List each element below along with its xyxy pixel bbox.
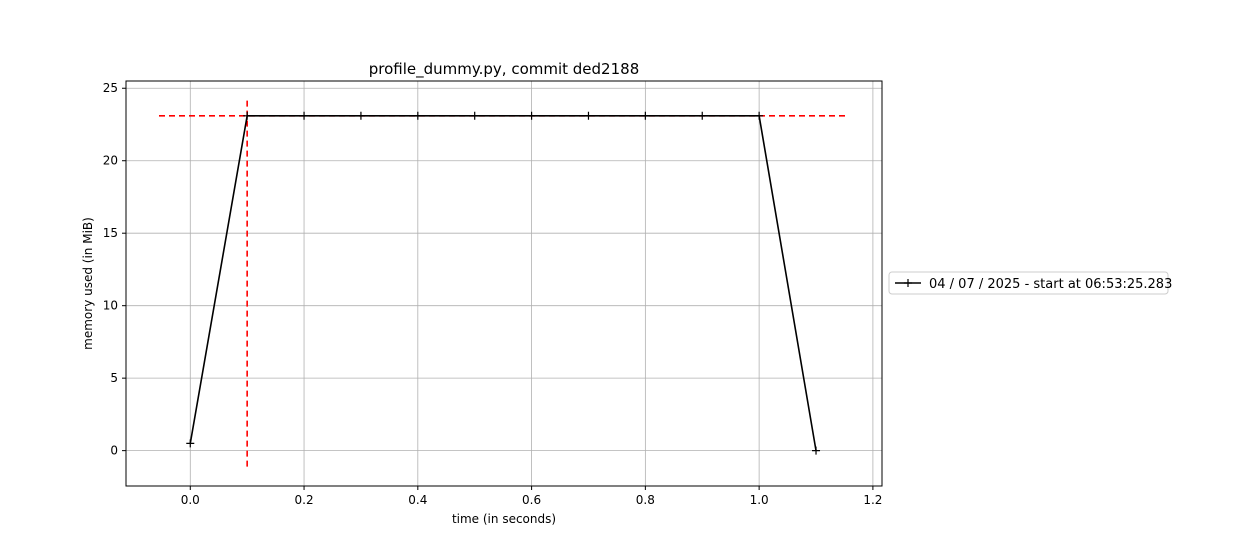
- data-point-marker: [698, 111, 707, 120]
- data-point-marker: [641, 111, 650, 120]
- data-point-marker: [243, 111, 252, 120]
- y-tick-label: 0: [110, 444, 118, 458]
- memory-series-line: [189, 114, 817, 451]
- chart-title: profile_dummy.py, commit ded2188: [369, 60, 639, 79]
- y-tick-label: 15: [103, 226, 118, 240]
- y-tick-label: 10: [103, 299, 118, 313]
- legend-box: [888, 271, 1169, 295]
- x-tick-label: 1.0: [750, 493, 769, 507]
- y-tick-label: 25: [103, 81, 118, 95]
- reference-lines: [158, 98, 848, 467]
- x-axis-label: time (in seconds): [452, 512, 556, 526]
- x-tick-label: 0.8: [636, 493, 655, 507]
- series: [186, 111, 821, 455]
- data-point-marker: [527, 111, 536, 120]
- y-tick-label: 5: [110, 371, 118, 385]
- data-point-marker: [470, 111, 479, 120]
- data-point-marker: [755, 111, 764, 120]
- x-tick-label: 0.2: [295, 493, 314, 507]
- data-point-marker: [413, 111, 422, 120]
- x-tick-label: 0.6: [522, 493, 541, 507]
- y-tick-label: 20: [103, 154, 118, 168]
- data-point-marker: [186, 439, 195, 448]
- x-tick-label: 0.4: [408, 493, 427, 507]
- plot-area: [125, 80, 883, 487]
- axis-ticks: 0.0 0.2 0.4 0.6 0.8 1.0 1.2 0 5 10 15 20 25: [103, 81, 883, 507]
- data-point-marker: [584, 111, 593, 120]
- y-axis-label: memory used (in MiB): [81, 217, 95, 350]
- legend: 04 / 07 / 2025 - start at 06:53:25.283: [888, 271, 1172, 295]
- x-tick-label: 1.2: [863, 493, 882, 507]
- data-point-marker: [812, 446, 821, 455]
- data-point-marker: [300, 111, 309, 120]
- x-tick-label: 0.0: [181, 493, 200, 507]
- data-point-marker: [356, 111, 365, 120]
- legend-plus-marker: [904, 279, 912, 287]
- grid: [126, 81, 882, 486]
- legend-label: 04 / 07 / 2025 - start at 06:53:25.283: [929, 277, 1172, 292]
